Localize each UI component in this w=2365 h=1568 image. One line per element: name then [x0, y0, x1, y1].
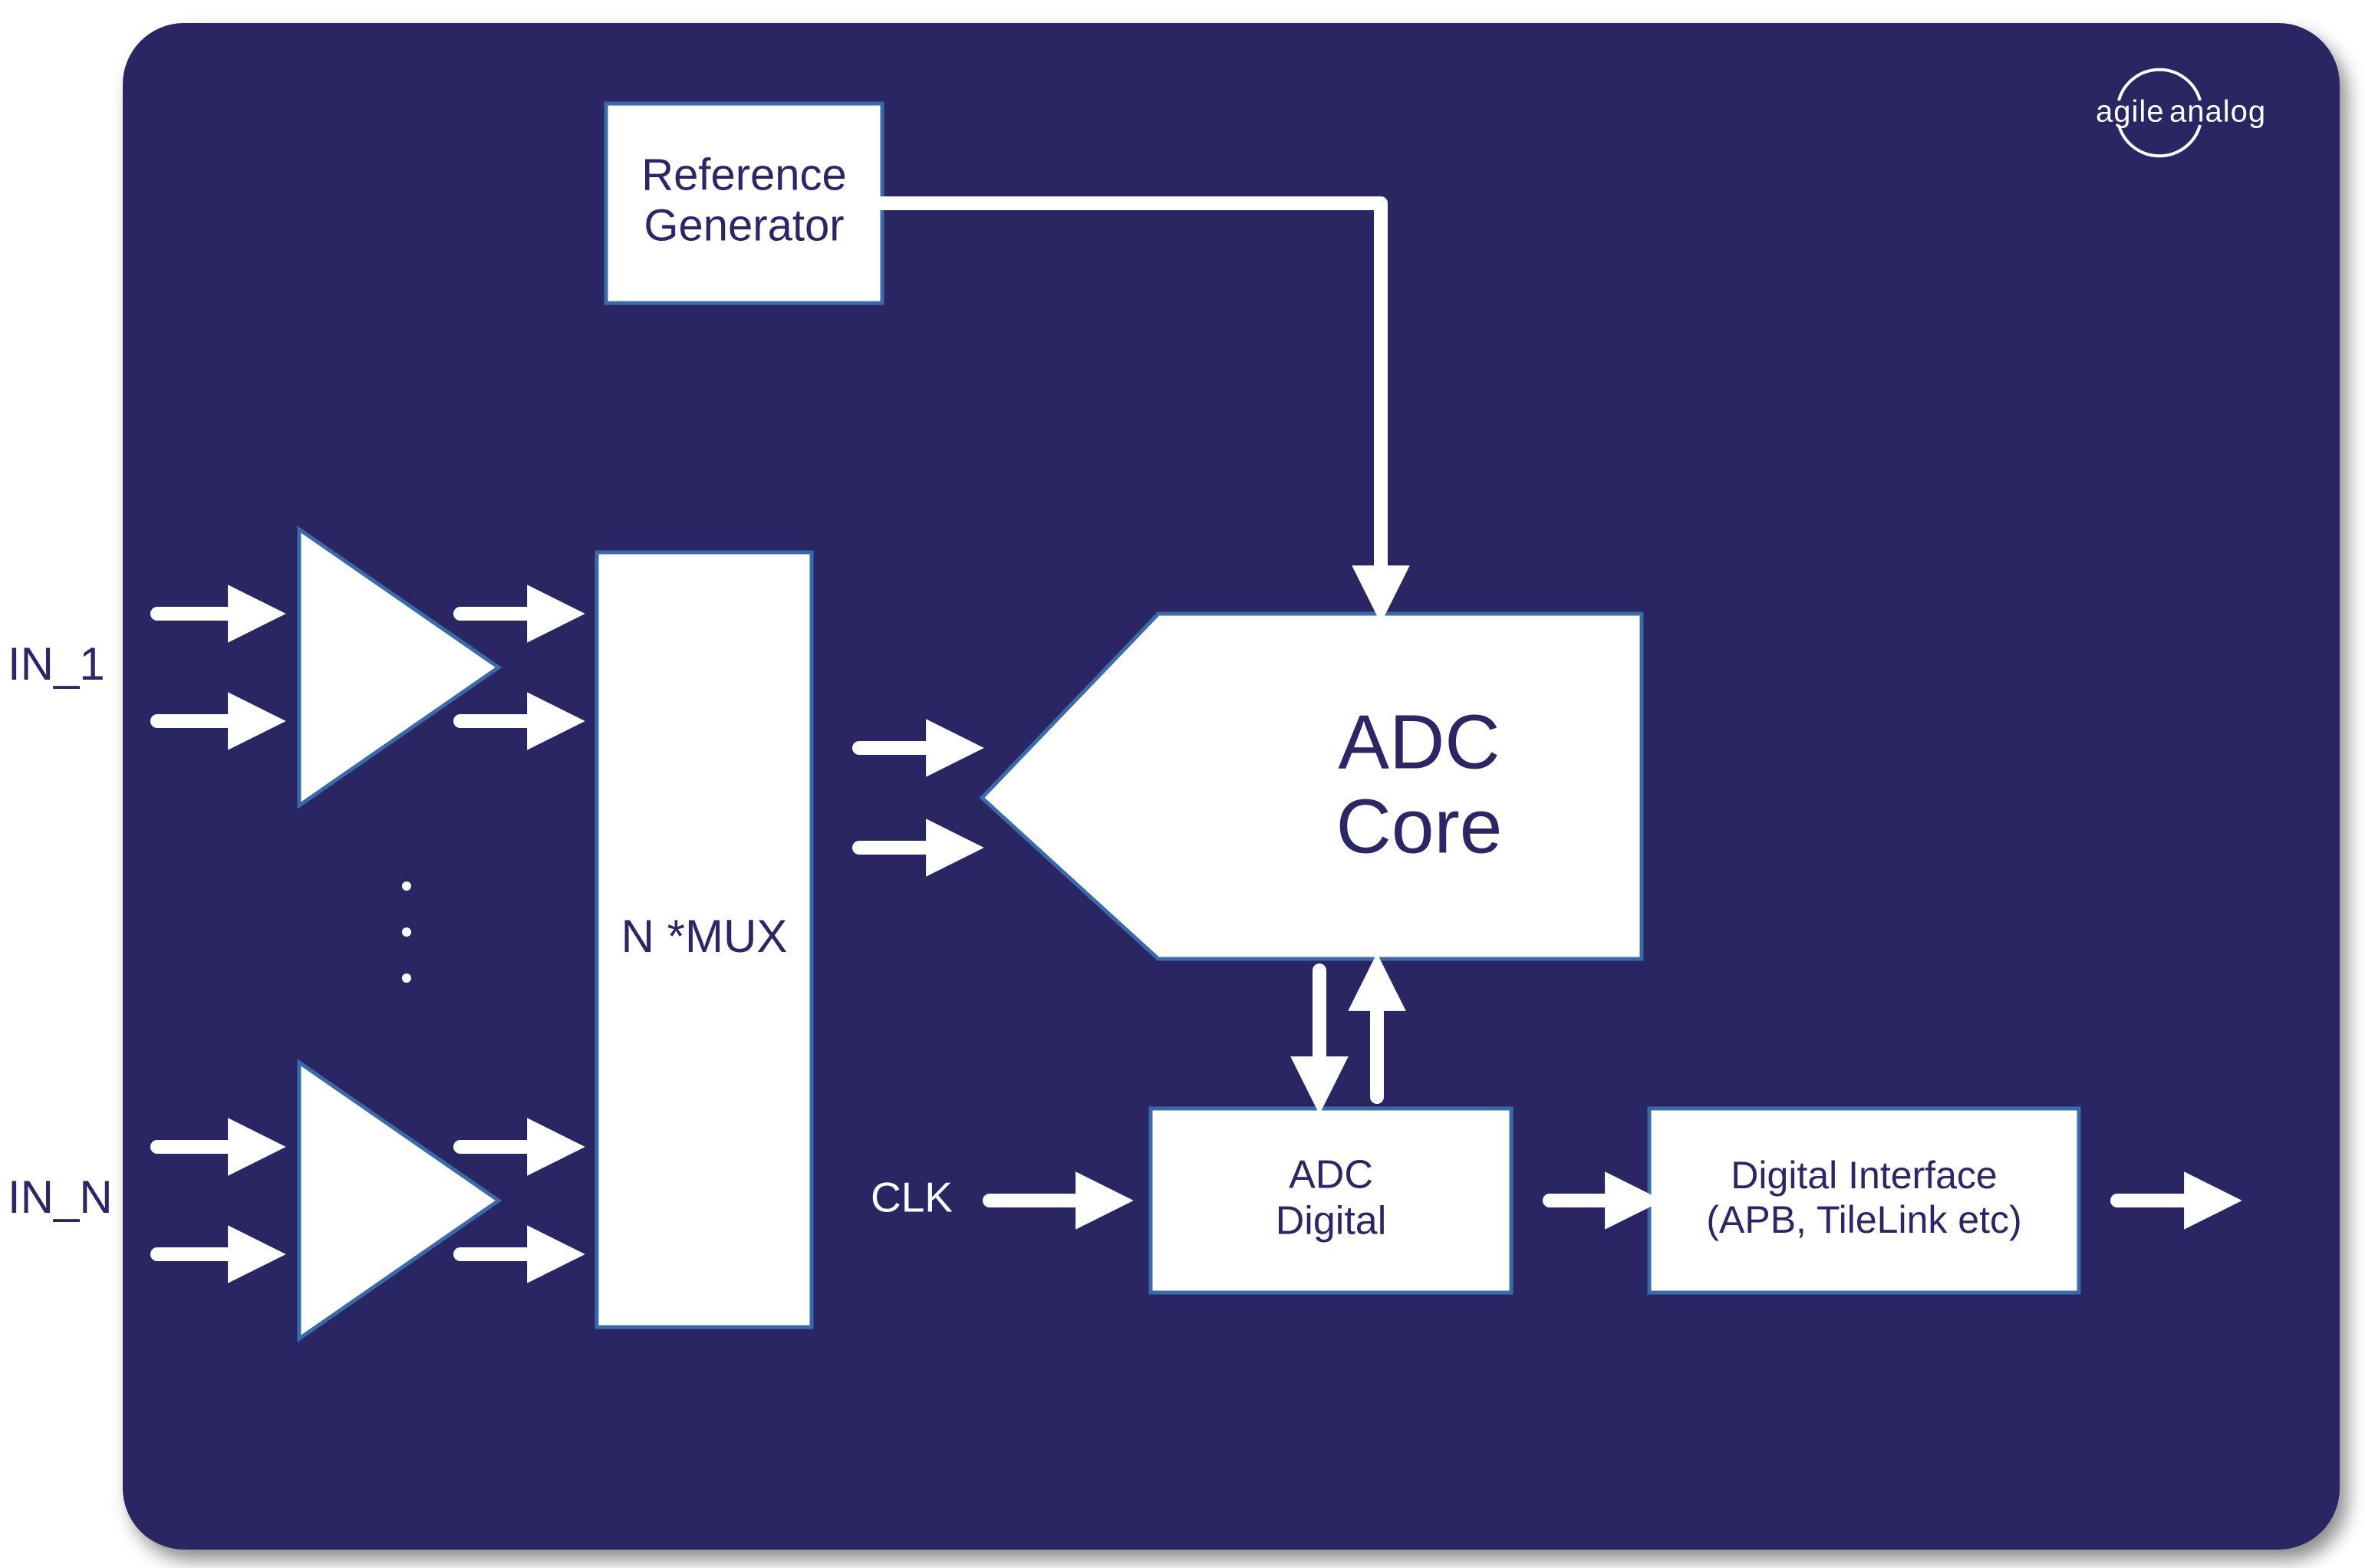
- ellipsis-dot: [402, 927, 411, 937]
- adc_digital-label: Digital: [1276, 1199, 1387, 1244]
- dig_iface-label: Digital Interface: [1731, 1154, 1997, 1197]
- label-in1: IN_1: [8, 638, 105, 690]
- label-clk: CLK: [871, 1174, 953, 1221]
- adc_core-label: ADC: [1338, 699, 1500, 785]
- svg-text:agile: agile: [2096, 95, 2165, 129]
- ellipsis-dot: [402, 973, 411, 983]
- label-inN: IN_N: [8, 1171, 113, 1223]
- adc_core-label: Core: [1336, 783, 1503, 869]
- ref_gen-label: Generator: [644, 200, 844, 250]
- svg-text:analog: analog: [2169, 95, 2266, 129]
- adc_digital-label: ADC: [1289, 1153, 1373, 1197]
- ref_gen-label: Reference: [641, 150, 847, 199]
- dig_iface-label: (APB, TileLink etc): [1706, 1198, 2021, 1241]
- ellipsis-dot: [402, 881, 411, 891]
- mux-label: N *MUX: [621, 911, 788, 962]
